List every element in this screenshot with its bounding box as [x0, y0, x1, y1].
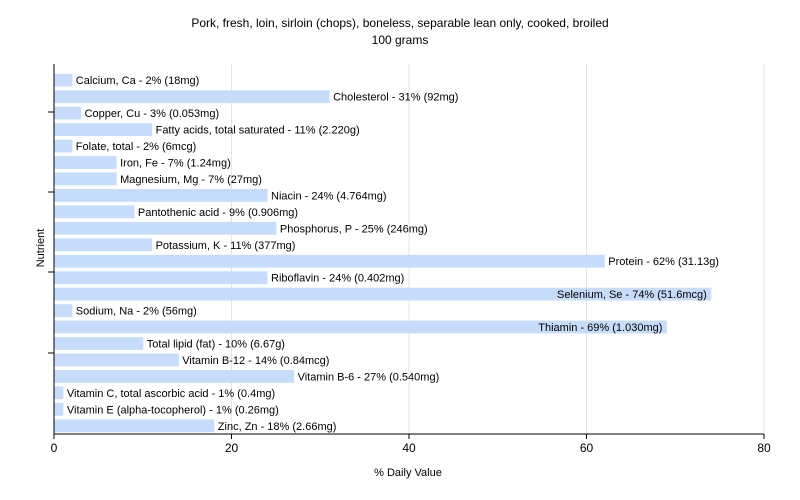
x-tick-label: 60 [580, 441, 594, 455]
bar-data-label: Folate, total - 2% (6mcg) [76, 141, 196, 153]
bar [54, 90, 330, 104]
axes: 0 20 40 60 80 [48, 64, 771, 455]
x-tick-label: 80 [757, 441, 771, 455]
bar-data-label: Cholesterol - 31% (92mg) [333, 92, 458, 104]
bar [54, 370, 295, 383]
bar [54, 304, 73, 317]
chart-title: Pork, fresh, loin, sirloin (chops), bone… [191, 16, 608, 30]
x-axis-title: % Daily Value [374, 467, 442, 479]
bar-data-label: Phosphorus, P - 25% (246mg) [280, 223, 428, 235]
bar [54, 205, 135, 219]
bar [54, 106, 82, 120]
bars: Calcium, Ca - 2% (18mg) Cholesterol - 31%… [54, 73, 719, 433]
bar-data-label: Vitamin B-12 - 14% (0.84mcg) [182, 355, 329, 367]
bar [54, 419, 215, 433]
chart-subtitle: 100 grams [372, 33, 429, 47]
bar [54, 221, 277, 235]
bar [54, 73, 73, 87]
bar [54, 156, 117, 169]
bar-data-label: Thiamin - 69% (1.030mg) [538, 322, 662, 334]
bar [54, 172, 117, 186]
bar [54, 189, 268, 202]
bar-data-label: Magnesium, Mg - 7% (27mg) [120, 174, 262, 186]
bar-data-label: Sodium, Na - 2% (56mg) [76, 306, 197, 318]
bar-data-label: Pantothenic acid - 9% (0.906mg) [138, 207, 298, 219]
bar-data-label: Riboflavin - 24% (0.402mg) [271, 273, 404, 285]
bar-data-label: Niacin - 24% (4.764mg) [271, 190, 387, 202]
bar [54, 287, 712, 301]
x-tick-label: 40 [402, 441, 416, 455]
bar-data-label: Vitamin C, total ascorbic acid - 1% (0.4… [67, 388, 275, 400]
bar [54, 320, 667, 334]
bar-data-label: Protein - 62% (31.13g) [608, 256, 719, 268]
bar [54, 386, 64, 400]
x-tick-label: 20 [225, 441, 239, 455]
bar-data-label: Calcium, Ca - 2% (18mg) [76, 75, 199, 87]
bar-data-label: Vitamin B-6 - 27% (0.540mg) [298, 371, 440, 383]
bar-data-label: Potassium, K - 11% (377mg) [156, 240, 296, 252]
bar-data-label: Fatty acids, total saturated - 11% (2.22… [156, 125, 360, 137]
bar [54, 254, 605, 268]
bar [54, 238, 153, 252]
x-tick-label: 0 [51, 441, 58, 455]
bar [54, 139, 73, 153]
bar [54, 353, 179, 367]
bar-data-label: Total lipid (fat) - 10% (6.67g) [147, 339, 285, 351]
bar [54, 402, 64, 416]
bar [54, 123, 153, 136]
bar-data-label: Zinc, Zn - 18% (2.66mg) [218, 421, 337, 433]
bar-data-label: Iron, Fe - 7% (1.24mg) [120, 158, 231, 170]
bar-data-label: Selenium, Se - 74% (51.6mcg) [557, 289, 707, 301]
y-axis-title: Nutrient [35, 229, 47, 268]
bar [54, 337, 144, 350]
bar-data-label: Vitamin E (alpha-tocopherol) - 1% (0.26m… [67, 404, 279, 416]
bar-data-label: Copper, Cu - 3% (0.053mg) [85, 108, 220, 120]
bar [54, 271, 268, 285]
